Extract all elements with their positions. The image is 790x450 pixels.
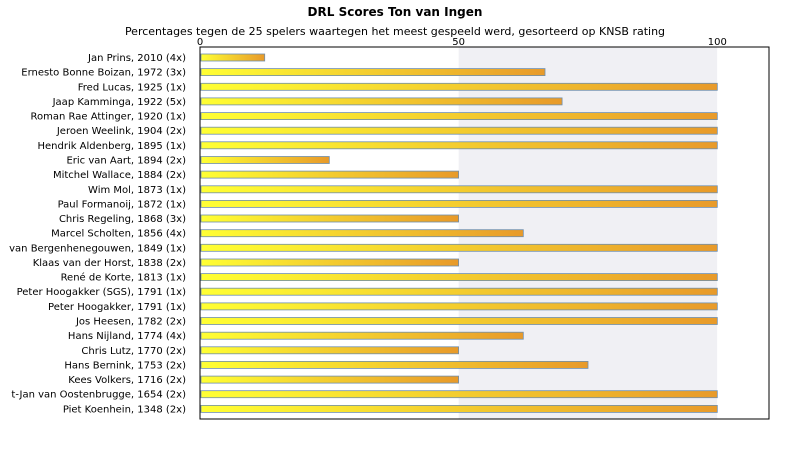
category-label: Eric van Aart, 1894 (2x) (66, 156, 186, 167)
bar (200, 68, 546, 76)
bar (200, 331, 524, 340)
chart-title: DRL Scores Ton van Ingen (308, 5, 483, 19)
category-label: Ernesto Bonne Boizan, 1972 (3x) (21, 68, 186, 79)
bar (200, 243, 718, 252)
category-label: Chris Regeling, 1868 (3x) (59, 214, 186, 225)
chart-subtitle: Percentages tegen de 25 spelers waartege… (125, 25, 665, 38)
x-tick-label: 0 (197, 37, 203, 48)
bar (200, 317, 718, 325)
bar (200, 126, 718, 135)
category-label: Mitchel Wallace, 1884 (2x) (53, 170, 186, 181)
bar (200, 82, 718, 91)
category-label: Jos Heesen, 1782 (2x) (75, 317, 186, 328)
category-label: van Bergenhenegouwen, 1849 (1x) (9, 243, 186, 254)
bar (200, 214, 460, 223)
bar (200, 112, 718, 120)
bar (200, 170, 460, 179)
category-label: Peter Hoogakker, 1791 (1x) (48, 302, 186, 313)
bar (200, 53, 266, 62)
plot-band (717, 47, 769, 419)
category-label: Kees Volkers, 1716 (2x) (68, 375, 186, 386)
x-axis-ticks: 0 50 100 (197, 37, 727, 48)
bars (200, 53, 718, 413)
bar (200, 229, 524, 238)
x-tick-label: 100 (708, 37, 727, 48)
category-label: Marcel Scholten, 1856 (4x) (51, 229, 186, 240)
plot-frame (199, 46, 770, 420)
category-label: Roman Rae Attinger, 1920 (1x) (31, 112, 187, 123)
bar (200, 141, 718, 150)
category-label: Paul Formanoij, 1872 (1x) (58, 199, 187, 210)
bar (200, 360, 589, 369)
bar (200, 375, 460, 384)
bar (200, 156, 330, 164)
category-label: Piet Koenhein, 1348 (2x) (63, 404, 186, 415)
bar (200, 97, 563, 106)
x-tick-label: 50 (452, 37, 465, 48)
category-label: Chris Lutz, 1770 (2x) (81, 346, 186, 357)
bar (200, 287, 718, 296)
category-labels: Jan Prins, 2010 (4x) Ernesto Bonne Boizan… (9, 53, 186, 415)
bar (200, 258, 460, 267)
category-label: Peter Hoogakker (SGS), 1791 (1x) (17, 287, 187, 298)
bar (200, 302, 718, 311)
bar (200, 390, 718, 399)
category-label: t-Jan van Oostenbrugge, 1654 (2x) (11, 390, 186, 401)
category-label: Fred Lucas, 1925 (1x) (78, 82, 186, 93)
category-label: René de Korte, 1813 (1x) (61, 272, 187, 284)
category-label: Hendrik Aldenberg, 1895 (1x) (37, 141, 186, 152)
category-label: Klaas van der Horst, 1838 (2x) (33, 258, 186, 269)
category-label: Jeroen Weelink, 1904 (2x) (56, 126, 186, 137)
bar (200, 404, 718, 413)
bar (200, 199, 718, 208)
bar (200, 346, 460, 355)
bar (200, 273, 718, 282)
category-label: Hans Bernink, 1753 (2x) (64, 360, 186, 371)
bar (200, 185, 718, 194)
category-label: Jan Prins, 2010 (4x) (87, 53, 186, 64)
category-label: Wim Mol, 1873 (1x) (88, 185, 186, 196)
category-label: Hans Nijland, 1774 (4x) (68, 331, 186, 342)
category-label: Jaap Kamminga, 1922 (5x) (52, 97, 186, 108)
